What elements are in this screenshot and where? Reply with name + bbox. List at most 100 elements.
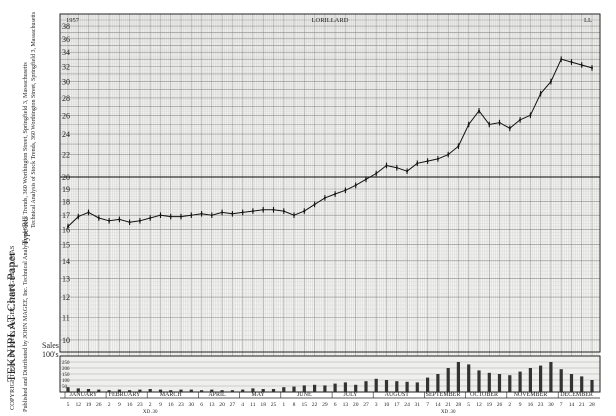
symbol-label: LL (584, 17, 592, 24)
volume-tick-label: 50 (62, 385, 68, 390)
volume-bar (415, 382, 419, 392)
week-day-label: 14 (435, 402, 441, 408)
year-label: 1957 (66, 17, 80, 24)
month-label: JULY (343, 392, 358, 398)
week-day-label: 21 (445, 402, 451, 408)
month-label: JANUARY (70, 392, 98, 398)
week-day-label: 3 (375, 402, 378, 408)
week-day-label: 27 (230, 402, 236, 408)
volume-bar (446, 368, 450, 392)
week-day-label: 19 (86, 402, 92, 408)
volume-bar (230, 390, 234, 392)
y-tick-label: 17 (62, 211, 70, 220)
y-tick-label: 26 (62, 111, 70, 120)
volume-bar (148, 389, 152, 392)
volume-bar (158, 389, 163, 392)
week-day-label: 23 (538, 402, 544, 408)
volume-bar (169, 390, 173, 392)
volume-tick-label: 150 (62, 373, 70, 378)
y-tick-label: 12 (62, 293, 70, 302)
chart-labels: 1957 LORILLARD LL3836343230282624222019181… (42, 17, 595, 415)
dividend-note-1: XD .30 (143, 410, 158, 415)
volume-bar (559, 369, 563, 392)
month-label: OCTOBER (470, 392, 498, 398)
week-day-label: 12 (476, 402, 482, 408)
volume-bar (86, 389, 91, 392)
week-day-label: 29 (322, 402, 328, 408)
volume-bar (405, 381, 409, 392)
y-tick-label: 20 (62, 173, 70, 182)
y-tick-label: 22 (62, 151, 70, 160)
week-day-label: 20 (219, 402, 225, 408)
week-day-label: 14 (569, 402, 575, 408)
volume-bar (200, 390, 204, 392)
volume-bar (210, 389, 214, 392)
week-day-label: 15 (302, 402, 308, 408)
week-day-label: 25 (271, 402, 277, 408)
week-day-label: 24 (404, 402, 410, 408)
volume-bar (313, 384, 317, 392)
month-label: MAY (251, 392, 265, 398)
volume-bar (549, 362, 553, 392)
y-tick-label: 30 (62, 78, 70, 87)
y-tick-label: 16 (62, 225, 70, 234)
week-day-label: 26 (96, 402, 102, 408)
volume-bar (220, 390, 224, 392)
volume-bar (117, 389, 121, 392)
month-label: APRIL (208, 392, 226, 398)
volume-bar (271, 389, 276, 392)
y-tick-label: 19 (62, 185, 70, 194)
volume-bar (384, 380, 389, 392)
month-label: AUGUST (385, 392, 410, 398)
volume-bar (477, 370, 481, 392)
volume-bar (292, 386, 296, 392)
month-label: NOVEMBER (514, 392, 548, 398)
week-day-label: 2 (508, 402, 511, 408)
volume-bar (580, 376, 584, 392)
volume-tick-label: 200 (62, 367, 70, 372)
volume-bar (76, 388, 80, 392)
week-day-label: 8 (293, 402, 296, 408)
volume-bar (497, 374, 502, 392)
week-day-label: 1 (282, 402, 285, 408)
volume-bar (456, 362, 460, 392)
week-day-label: 31 (415, 402, 421, 408)
volume-bar (374, 378, 378, 392)
week-day-label: 6 (334, 402, 337, 408)
volume-bar (251, 388, 255, 392)
y-tick-label: 38 (62, 22, 70, 31)
volume-bar (518, 371, 522, 392)
price-frame (59, 13, 601, 353)
week-day-label: 22 (312, 402, 318, 408)
month-label: JUNE (297, 392, 312, 398)
week-day-label: 9 (519, 402, 522, 408)
volume-bar (323, 385, 327, 392)
week-day-label: 12 (76, 402, 82, 408)
month-label: SEPTEMBER (426, 392, 461, 398)
volume-bar (66, 387, 70, 392)
price-line (67, 58, 593, 227)
dividend-note-2: XD .30 (441, 410, 456, 415)
y-tick-label: 11 (62, 314, 70, 323)
week-day-label: 7 (426, 402, 429, 408)
week-day-label: 9 (159, 402, 162, 408)
week-day-label: 6 (200, 402, 203, 408)
week-day-label: 21 (579, 402, 585, 408)
week-day-label: 30 (189, 402, 195, 408)
chart-title: LORILLARD (312, 17, 349, 24)
volume-bar (487, 372, 491, 392)
week-day-label: 7 (560, 402, 563, 408)
week-day-label: 28 (456, 402, 462, 408)
week-day-label: 13 (343, 402, 349, 408)
volume-bar (467, 364, 471, 392)
week-day-label: 10 (384, 402, 390, 408)
volume-bars (66, 362, 594, 392)
y-tick-label: 32 (62, 63, 70, 72)
volume-bar (189, 389, 193, 392)
y-tick-label: 28 (62, 94, 70, 103)
week-day-label: 19 (487, 402, 493, 408)
volume-bar (302, 385, 306, 392)
volume-tick-label: 100 (62, 379, 70, 384)
week-day-label: 23 (137, 402, 143, 408)
